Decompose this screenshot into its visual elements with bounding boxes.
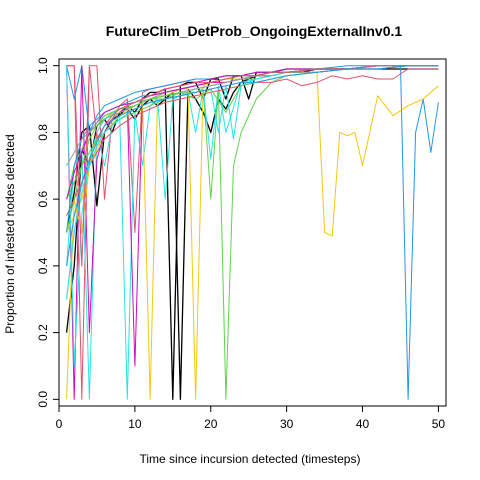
- x-tick-label: 50: [432, 417, 446, 431]
- x-tick-label: 20: [204, 417, 218, 431]
- x-tick-label: 30: [280, 417, 294, 431]
- x-tick-label: 40: [356, 417, 370, 431]
- x-axis: 0 10 20 30 40 50: [56, 405, 446, 431]
- y-tick-label: 0.4: [36, 257, 50, 274]
- x-tick-label: 0: [56, 417, 63, 431]
- x-axis-label: Time since incursion detected (timesteps…: [140, 452, 361, 466]
- chart-title: FutureClim_DetProb_OngoingExternalInv0.1: [106, 23, 403, 39]
- series-layer: [65, 65, 439, 400]
- y-tick-label: 0.6: [36, 190, 50, 207]
- x-tick-label: 10: [128, 417, 142, 431]
- y-axis: 0.0 0.2 0.4 0.6 0.8 1.0: [36, 57, 60, 408]
- series-line-20: [66, 65, 439, 266]
- series-line-13: [66, 68, 439, 217]
- y-tick-label: 0.8: [36, 124, 50, 141]
- y-tick-label: 0.2: [36, 324, 50, 341]
- y-axis-label: Proportion of infested nodes detected: [3, 134, 17, 333]
- y-tick-label: 0.0: [36, 391, 50, 408]
- series-line-19: [66, 65, 439, 267]
- y-tick-label: 1.0: [36, 57, 50, 74]
